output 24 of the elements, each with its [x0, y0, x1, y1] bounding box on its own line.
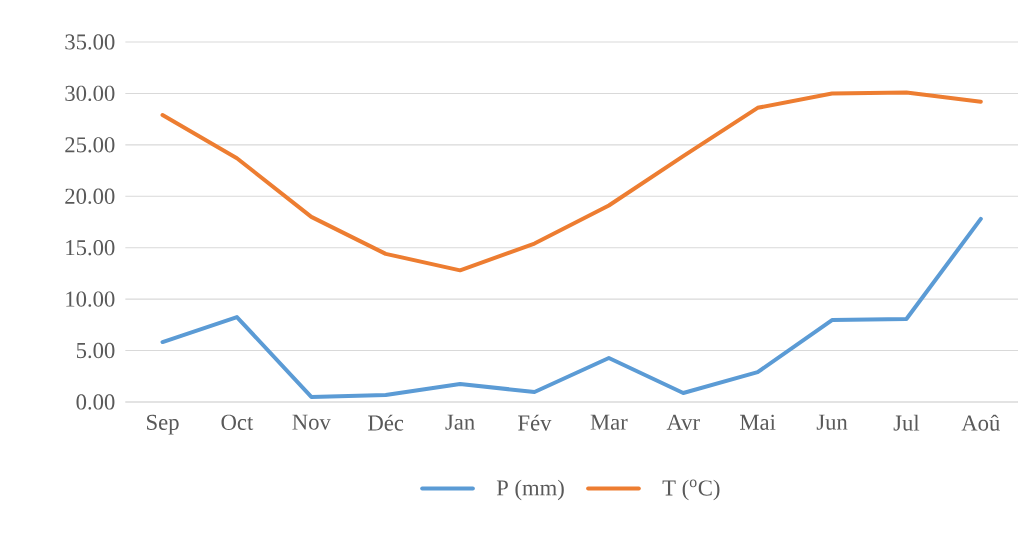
y-tick-label: 10.00 [66, 291, 115, 307]
x-tick-label: Jul [893, 414, 920, 431]
x-tick-label: Fév [518, 414, 552, 431]
x-tick-label: Jun [816, 414, 848, 430]
x-tick-label: Sep [147, 414, 179, 435]
y-tick-label: 0.00 [76, 394, 115, 410]
legend-label: T ($^{o}$C) [662, 479, 720, 501]
x-tick-label: Nov [292, 414, 331, 430]
y-tick-label: 15.00 [66, 240, 115, 256]
y-tick-label: 35.00 [65, 34, 115, 50]
x-tick-label: Mar [590, 414, 628, 430]
y-tick-label: 25.00 [65, 137, 115, 153]
y-tick-label: 30.00 [65, 85, 115, 102]
x-tick-label: Déc [368, 414, 404, 431]
line-series [160, 90, 983, 273]
x-tick-label: Avr [666, 414, 700, 430]
x-tick-label: Mai [740, 414, 776, 430]
y-tick-label: 5.00 [76, 342, 115, 359]
x-tick-label: Oct [221, 414, 254, 430]
x-tick-label: Jan [445, 414, 475, 430]
line-series [160, 216, 983, 399]
x-tick-label: Aoû [961, 414, 1000, 431]
legend-label: P (mm) [496, 479, 564, 501]
y-tick-label: 20.00 [65, 188, 115, 204]
